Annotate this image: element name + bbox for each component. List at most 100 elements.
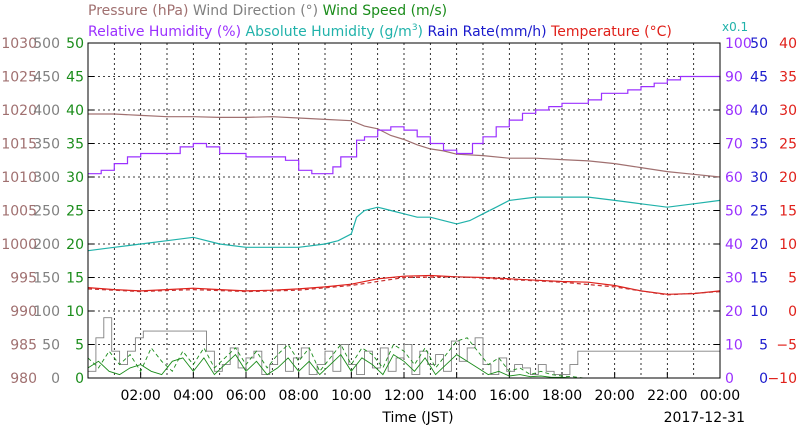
- tick-label-pressure: 1010: [1, 170, 37, 186]
- tick-label-wind_direction: 150: [33, 271, 60, 287]
- tick-label-temperature: 10: [779, 237, 797, 253]
- tick-label-relative_humidity: 40: [725, 237, 743, 253]
- tick-label-wind_speed: 20: [66, 237, 84, 253]
- tick-label-wind_speed: 10: [66, 304, 84, 320]
- legend-line-1: Pressure (hPa) Wind Direction (°) Wind S…: [88, 3, 447, 19]
- tick-label-wind_speed: 0: [75, 371, 84, 387]
- legend: Pressure (hPa) Wind Direction (°) Wind S…: [88, 3, 748, 40]
- tick-label-pressure: 985: [10, 338, 37, 354]
- tick-label-wind_direction: 400: [33, 103, 60, 119]
- tick-label-relative_humidity: 80: [725, 103, 743, 119]
- tick-label-temperature: −10: [767, 371, 797, 387]
- tick-label-relative_humidity: 30: [725, 271, 743, 287]
- series-line-1: [88, 75, 721, 175]
- tick-label-rain_rate: 0: [759, 371, 768, 387]
- tick-label-temperature: 15: [779, 204, 797, 220]
- tick-label-pressure: 1020: [1, 103, 37, 119]
- tick-label-pressure: 980: [10, 371, 37, 387]
- legend-line-2: Relative Humidity (%) Absolute Humidity …: [88, 23, 672, 40]
- tick-label-temperature: 35: [779, 70, 797, 86]
- tick-label-rain_rate: 10: [750, 304, 768, 320]
- tick-label-temperature: 25: [779, 137, 797, 153]
- x-tick-label: 00:00: [700, 388, 740, 404]
- x-tick-label: 12:00: [384, 388, 424, 404]
- tick-label-rain_rate: 50: [750, 36, 768, 52]
- tick-label-rain_rate: 35: [750, 137, 768, 153]
- tick-label-temperature: 5: [788, 271, 797, 287]
- tick-label-wind_speed: 50: [66, 36, 84, 52]
- x-axis-label: Time (JST): [381, 410, 453, 426]
- tick-label-rain_rate: 45: [750, 70, 768, 86]
- tick-label-wind_direction: 450: [33, 70, 60, 86]
- tick-label-rain_rate: 15: [750, 271, 768, 287]
- x-tick-label: 02:00: [120, 388, 160, 404]
- tick-label-relative_humidity: 90: [725, 70, 743, 86]
- right-axes: 0102030405060708090100051015202530354045…: [714, 36, 797, 387]
- series-line-3: [87, 274, 721, 295]
- tick-label-wind_speed: 15: [66, 271, 84, 287]
- rain-multiplier-label: x0.1: [722, 20, 748, 34]
- tick-label-wind_speed: 40: [66, 103, 84, 119]
- tick-label-wind_speed: 45: [66, 70, 84, 86]
- x-tick-label: 14:00: [436, 388, 476, 404]
- tick-label-pressure: 1005: [1, 204, 37, 220]
- series-line-0: [88, 113, 721, 178]
- tick-label-wind_direction: 200: [33, 237, 60, 253]
- date-label: 2017-12-31: [664, 410, 745, 426]
- tick-label-wind_direction: 500: [33, 36, 60, 52]
- legend-a-0: Pressure (hPa): [88, 3, 188, 19]
- tick-label-pressure: 1030: [1, 36, 37, 52]
- left-axes: 9809859909951000100510101015102010251030…: [1, 36, 94, 387]
- series-line-6: [87, 337, 720, 379]
- tick-label-pressure: 995: [10, 271, 37, 287]
- legend-a-2: Wind Speed (m/s): [318, 3, 447, 19]
- series-line-2: [87, 196, 721, 252]
- tick-label-wind_direction: 50: [42, 338, 60, 354]
- series-group: [87, 75, 721, 379]
- tick-label-temperature: 20: [779, 170, 797, 186]
- legend-b-3: Temperature (°C): [547, 24, 672, 40]
- tick-label-temperature: 40: [779, 36, 797, 52]
- tick-label-rain_rate: 30: [750, 170, 768, 186]
- tick-label-relative_humidity: 60: [725, 170, 743, 186]
- tick-label-wind_speed: 35: [66, 137, 84, 153]
- legend-a-1: Wind Direction (°): [188, 3, 318, 19]
- x-tick-label: 10:00: [331, 388, 371, 404]
- tick-label-rain_rate: 5: [759, 338, 768, 354]
- tick-label-temperature: −5: [776, 338, 797, 354]
- tick-label-relative_humidity: 50: [725, 204, 743, 220]
- legend-b-1: Absolute Humidity (g/m: [241, 24, 412, 40]
- tick-label-relative_humidity: 70: [725, 137, 743, 153]
- x-tick-label: 22:00: [647, 388, 687, 404]
- series-line-5: [87, 353, 720, 379]
- tick-label-wind_direction: 350: [33, 137, 60, 153]
- x-tick-label: 06:00: [226, 388, 266, 404]
- legend-b-0: Relative Humidity (%): [88, 24, 241, 40]
- tick-label-pressure: 1000: [1, 237, 37, 253]
- tick-label-wind_direction: 300: [33, 170, 60, 186]
- tick-label-wind_direction: 100: [33, 304, 60, 320]
- tick-label-wind_direction: 0: [51, 371, 60, 387]
- tick-label-pressure: 1025: [1, 70, 37, 86]
- tick-label-wind_speed: 25: [66, 204, 84, 220]
- legend-sup: 3: [412, 23, 418, 33]
- x-tick-label: 16:00: [489, 388, 529, 404]
- legend-b-2: Rain Rate(mm/h): [423, 24, 547, 40]
- plot-frame: [87, 42, 721, 379]
- tick-label-rain_rate: 40: [750, 103, 768, 119]
- tick-label-wind_direction: 250: [33, 204, 60, 220]
- tick-label-temperature: 30: [779, 103, 797, 119]
- legend-close: ): [418, 24, 423, 40]
- x-axis: 02:00 04:00 06:00 08:00 10:00 12:00 14:00 16:00…: [120, 372, 740, 404]
- tick-label-relative_humidity: 0: [725, 371, 734, 387]
- tick-label-relative_humidity: 20: [725, 304, 743, 320]
- tick-label-pressure: 1015: [1, 137, 37, 153]
- x-tick-label: 20:00: [594, 388, 634, 404]
- tick-label-rain_rate: 20: [750, 237, 768, 253]
- tick-label-pressure: 990: [10, 304, 37, 320]
- tick-label-temperature: 0: [788, 304, 797, 320]
- tick-label-relative_humidity: 10: [725, 338, 743, 354]
- x-tick-label: 04:00: [173, 388, 213, 404]
- x-tick-label: 08:00: [278, 388, 318, 404]
